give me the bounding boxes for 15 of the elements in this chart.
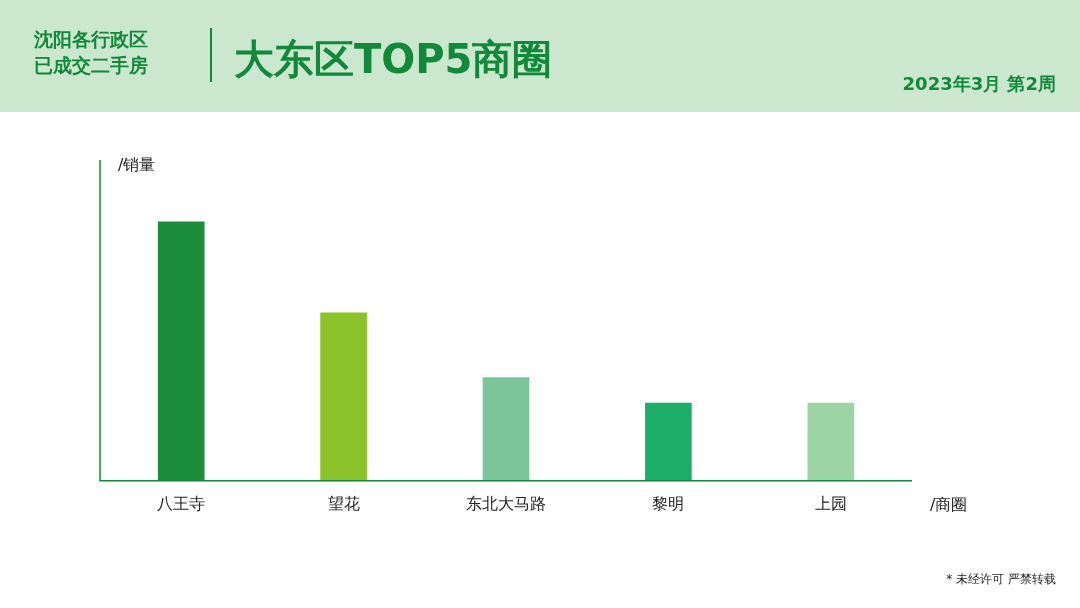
x-tick-label: 上园 bbox=[814, 493, 847, 513]
x-tick-label: 八王寺 bbox=[157, 493, 206, 513]
x-tick-label: 望花 bbox=[327, 493, 360, 513]
chart-subtitle: 沈阳各行政区已成交二手房 bbox=[34, 27, 149, 78]
text: 2023年3月 第2周 bbox=[902, 72, 1056, 96]
bar bbox=[807, 402, 855, 481]
bar bbox=[645, 402, 692, 481]
x-axis-title: /商圈 bbox=[930, 494, 968, 514]
x-tick-label: 黎明 bbox=[652, 493, 685, 513]
chart-title: 大东区TOP5商圈 bbox=[234, 35, 553, 84]
x-tick-label: 东北大马路 bbox=[466, 493, 546, 513]
bar bbox=[320, 312, 367, 481]
text: * 未经许可 严禁转载 bbox=[946, 572, 1056, 587]
y-axis-title: /销量 bbox=[118, 155, 156, 175]
bar bbox=[482, 377, 530, 481]
